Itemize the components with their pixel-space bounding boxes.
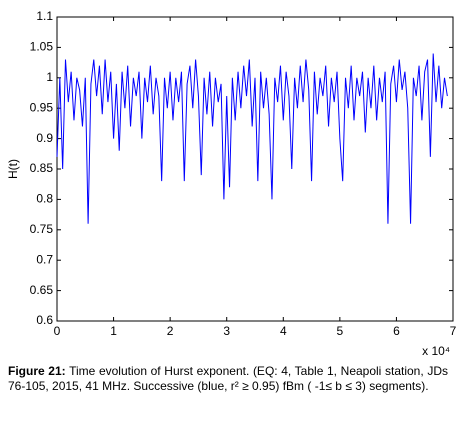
x-tick-label: 3: [223, 324, 230, 338]
y-tick-label: 0.6: [36, 313, 53, 327]
caption: Figure 21: Time evolution of Hurst expon…: [8, 364, 448, 394]
plot-frame: [56, 16, 454, 322]
x-multiplier: x 10⁴: [422, 344, 450, 358]
y-tick-label: 0.85: [30, 161, 54, 175]
y-tick-label: 1: [46, 70, 53, 84]
caption-label: Figure 21:: [8, 364, 66, 378]
caption-text: Time evolution of Hurst exponent. (EQ: 4…: [8, 364, 448, 393]
y-tick-label: 0.7: [36, 252, 53, 266]
x-tick-label: 4: [280, 324, 287, 338]
y-tick-label: 1.1: [36, 9, 53, 23]
x-tick-label: 6: [393, 324, 400, 338]
y-tick-label: 0.8: [36, 192, 53, 206]
chart: H(t) x 10⁴ 0.6 0.65 0.7 0.75 0.8 0.85 0.9 0.95 1…: [6, 9, 457, 358]
x-tick-label: 1: [110, 324, 117, 338]
y-tick-label: 0.65: [30, 283, 54, 297]
y-tick-label: 0.9: [36, 131, 53, 145]
x-tick-label: 2: [167, 324, 174, 338]
x-tick-label: 5: [337, 324, 344, 338]
y-axis-label: H(t): [6, 159, 20, 179]
y-tick-label: 0.75: [30, 222, 54, 236]
x-tick-label: 0: [54, 324, 61, 338]
x-tick-label: 7: [450, 324, 457, 338]
data-line: [56, 53, 448, 224]
y-tick-label: 1.05: [30, 40, 54, 54]
y-tick-label: 0.95: [30, 100, 54, 114]
